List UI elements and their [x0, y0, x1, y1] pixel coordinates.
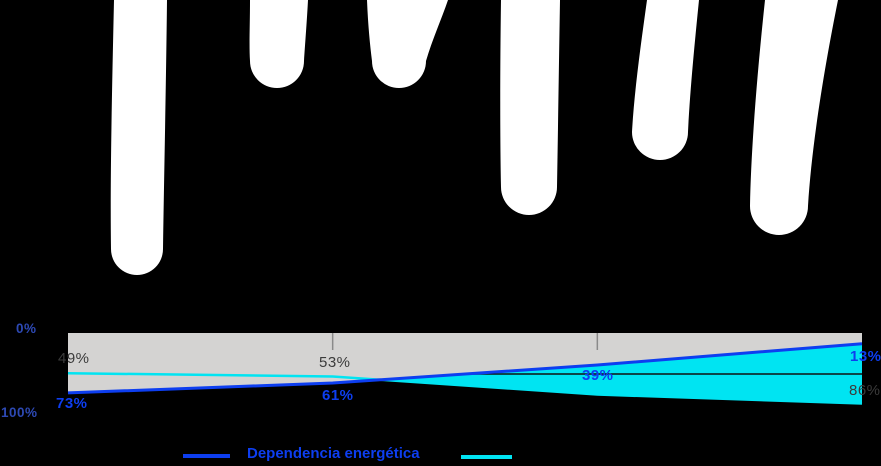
series2-point-label: 86%: [849, 382, 881, 399]
drip-shape: [500, 0, 560, 215]
drip-shape: [632, 0, 699, 160]
series1-point-label: 61%: [322, 387, 354, 404]
drip-shape: [750, 0, 838, 235]
drip-shape: [110, 0, 167, 275]
legend-label-dependencia: Dependencia energética: [247, 445, 420, 462]
y-axis-label-100: 100%: [1, 405, 38, 420]
legend-swatch-dependencia: [183, 454, 230, 458]
legend-swatch-series2: [461, 455, 512, 459]
line-chart-plot: [67, 333, 863, 405]
drip-shape: [249, 0, 308, 88]
series1-point-label: 73%: [56, 395, 88, 412]
y-axis-label-0: 0%: [16, 321, 37, 336]
drip-shapes: [110, 0, 838, 275]
series2-point-label: 49%: [58, 350, 90, 367]
series2-point-label: 53%: [319, 354, 351, 371]
series1-point-label: 13%: [850, 348, 881, 365]
series1-point-label: 39%: [582, 367, 614, 384]
drip-shape: [367, 0, 448, 88]
